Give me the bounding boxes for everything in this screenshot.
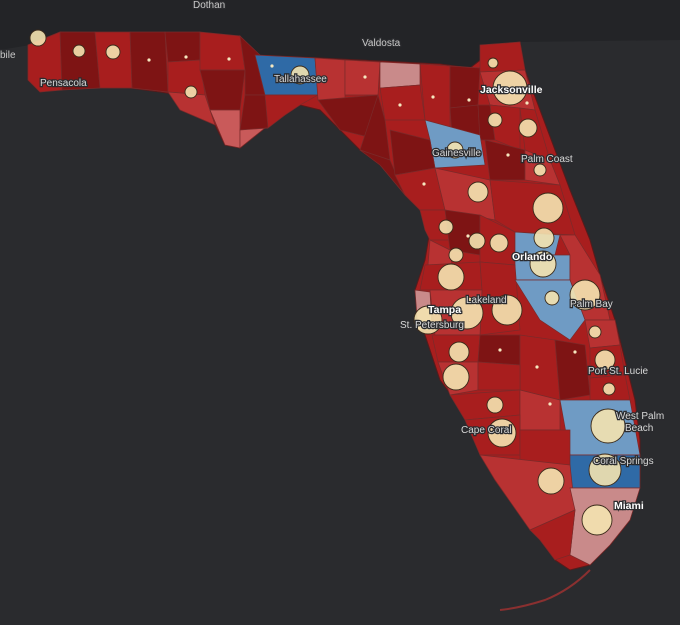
county-osceola (514, 279, 586, 341)
county-baker (449, 65, 481, 109)
label-layer: Dothan Valdosta bile Pensacola Tallahass… (0, 0, 665, 513)
county-hamilton (379, 61, 421, 89)
bubble-orange[interactable] (529, 250, 557, 278)
county-suwannee (379, 84, 426, 121)
bubble-hillsborough[interactable] (450, 296, 484, 330)
label-jacksonville: Jacksonville (480, 84, 543, 96)
county-franklin (239, 127, 269, 149)
label-gainesville: Gainesville (432, 148, 481, 159)
county-madison (344, 59, 381, 96)
label-coral-springs: Coral Springs (593, 456, 654, 467)
bubble-broward[interactable] (588, 453, 622, 487)
label-palm-bay: Palm Bay (570, 299, 613, 310)
label-port-st-lucie: Port St. Lucie (588, 366, 648, 377)
bubble-okaloosa[interactable] (105, 44, 121, 60)
label-tampa: Tampa (428, 304, 461, 316)
dot-county[interactable] (506, 153, 510, 157)
bubble-manatee[interactable] (448, 341, 470, 363)
neighbor-land (0, 0, 680, 68)
county-wakulla (264, 94, 320, 129)
county-holmes (164, 31, 201, 63)
bubble-alachua[interactable] (446, 141, 464, 159)
dot-county[interactable] (398, 103, 402, 107)
dot-county[interactable] (227, 57, 231, 61)
bubble-lee[interactable] (487, 418, 517, 448)
county-hendry (519, 429, 571, 466)
bubble-indian-river[interactable] (588, 325, 602, 339)
bubble-palm-beach[interactable] (590, 408, 626, 444)
bubble-st-lucie[interactable] (594, 349, 616, 371)
bubble-nassau[interactable] (487, 57, 499, 69)
bubble-lake[interactable] (489, 233, 509, 253)
bubble-collier[interactable] (537, 467, 565, 495)
county-okeechobee (554, 339, 591, 401)
dot-county[interactable] (466, 234, 470, 238)
bubble-osceola[interactable] (544, 290, 560, 306)
bubble-clay[interactable] (487, 112, 503, 128)
florida-keys (499, 569, 591, 611)
county-walton (129, 31, 169, 93)
dot-county[interactable] (498, 348, 502, 352)
dot-county[interactable] (422, 182, 426, 186)
dot-county[interactable] (573, 350, 577, 354)
label-tallahassee: Tallahassee (274, 74, 327, 85)
bubble-santa-rosa[interactable] (72, 44, 86, 58)
dot-county[interactable] (548, 402, 552, 406)
bubble-flagler[interactable] (533, 163, 547, 177)
label-st-petersburg: St. Petersburg (400, 320, 464, 331)
bubble-pasco[interactable] (437, 263, 465, 291)
label-miami: Miami (614, 500, 644, 512)
dot-county[interactable] (491, 89, 495, 93)
bubble-volusia[interactable] (532, 192, 564, 224)
dot-county[interactable] (535, 365, 539, 369)
bubble-miami-dade[interactable] (581, 504, 613, 536)
label-valdosta: Valdosta (362, 38, 401, 49)
label-lakeland: Lakeland (466, 295, 507, 306)
bubble-escambia[interactable] (29, 29, 47, 47)
dot-county[interactable] (467, 98, 471, 102)
label-orlando: Orlando (512, 251, 552, 263)
bubble-marion[interactable] (467, 181, 489, 203)
bubble-st-johns[interactable] (518, 118, 538, 138)
dot-county[interactable] (184, 55, 188, 59)
bubble-bay[interactable] (184, 85, 198, 99)
bubble-sumter[interactable] (468, 232, 486, 250)
label-palm-coast: Palm Coast (521, 154, 573, 165)
bubble-sarasota[interactable] (442, 363, 470, 391)
dot-county[interactable] (147, 58, 151, 62)
bubble-citrus[interactable] (438, 219, 454, 235)
bubble-layer (29, 29, 626, 536)
county-monroe (529, 509, 576, 561)
label-pensacola: Pensacola (40, 78, 87, 89)
county-desoto (477, 361, 521, 391)
bubble-charlotte[interactable] (486, 396, 504, 414)
label-west-palm-beach-2: Beach (625, 423, 653, 434)
dot-county[interactable] (431, 95, 435, 99)
bubble-leon[interactable] (290, 65, 310, 85)
county-okaloosa (94, 31, 133, 89)
dot-layer (147, 55, 577, 406)
county-nassau (479, 41, 526, 73)
bubble-duval[interactable] (492, 70, 528, 106)
label-west-palm-beach: West Palm (616, 411, 664, 422)
dot-county[interactable] (270, 64, 274, 68)
dot-county[interactable] (525, 101, 529, 105)
bubble-polk[interactable] (491, 294, 523, 326)
bubble-brevard[interactable] (569, 279, 601, 311)
bubble-hernando[interactable] (448, 247, 464, 263)
bubble-pinellas[interactable] (413, 305, 443, 335)
bubble-martin[interactable] (602, 382, 616, 396)
county-jackson (199, 31, 246, 71)
bubble-seminole[interactable] (533, 227, 555, 249)
county-highlands (519, 334, 561, 401)
label-cape-coral: Cape Coral (461, 425, 512, 436)
dot-county[interactable] (363, 75, 367, 79)
county-escambia (27, 31, 63, 93)
label-mobile: bile (0, 50, 16, 61)
label-dothan: Dothan (193, 0, 225, 11)
